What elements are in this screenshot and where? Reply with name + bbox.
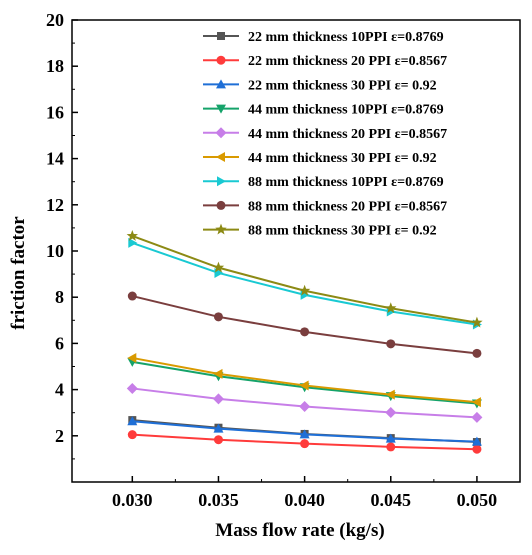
legend-swatch-marker bbox=[216, 55, 226, 65]
data-point bbox=[472, 348, 482, 358]
data-point bbox=[126, 382, 138, 394]
data-point bbox=[385, 406, 397, 418]
data-point bbox=[127, 430, 137, 440]
legend-item: 22 mm thickness 30 PPI ε= 0.92 bbox=[203, 78, 437, 93]
x-tick-label: 0.040 bbox=[284, 490, 325, 510]
data-point bbox=[386, 339, 396, 349]
legend-item: 44 mm thickness 30 PPI ε= 0.92 bbox=[203, 151, 437, 166]
data-point bbox=[471, 411, 483, 423]
legend-label: 44 mm thickness 30 PPI ε= 0.92 bbox=[248, 151, 437, 166]
x-tick-label: 0.030 bbox=[112, 490, 153, 510]
legend-label: 88 mm thickness 10PPI ε=0.8769 bbox=[248, 175, 444, 190]
legend-item: 88 mm thickness 10PPI ε=0.8769 bbox=[203, 175, 444, 190]
legend-label: 22 mm thickness 30 PPI ε= 0.92 bbox=[248, 78, 437, 93]
data-point bbox=[299, 400, 311, 412]
legend-label: 22 mm thickness 20 PPI ε=0.8567 bbox=[248, 54, 447, 69]
legend-swatch-marker bbox=[216, 200, 226, 210]
series-line bbox=[132, 295, 478, 355]
legend-item: 22 mm thickness 10PPI ε=0.8769 bbox=[203, 30, 444, 45]
x-tick-label: 0.035 bbox=[198, 490, 239, 510]
series-5 bbox=[126, 382, 483, 423]
data-point bbox=[298, 284, 311, 296]
data-point bbox=[213, 435, 223, 445]
series-6 bbox=[127, 352, 481, 408]
legend-item: 88 mm thickness 20 PPI ε=0.8567 bbox=[203, 199, 447, 214]
series-7 bbox=[128, 237, 482, 330]
data-point bbox=[127, 416, 138, 426]
legend: 22 mm thickness 10PPI ε=0.8769 22 mm thic… bbox=[203, 30, 447, 239]
legend-swatch-marker bbox=[216, 104, 226, 114]
x-tick-label: 0.045 bbox=[371, 490, 412, 510]
legend-swatch-marker bbox=[216, 79, 226, 89]
data-point bbox=[128, 237, 138, 248]
data-point bbox=[385, 433, 396, 443]
data-point bbox=[126, 229, 139, 241]
data-point bbox=[385, 389, 395, 400]
data-point bbox=[471, 397, 481, 408]
y-tick-label: 4 bbox=[55, 380, 64, 400]
legend-swatch-marker bbox=[216, 152, 225, 162]
data-point bbox=[127, 352, 137, 363]
legend-item: 44 mm thickness 20 PPI ε=0.8567 bbox=[203, 127, 447, 142]
x-tick-label: 0.050 bbox=[457, 490, 498, 510]
legend-item: 88 mm thickness 30 PPI ε= 0.92 bbox=[203, 223, 437, 239]
y-tick-label: 8 bbox=[55, 287, 64, 307]
data-point bbox=[385, 302, 397, 314]
legend-label: 22 mm thickness 10PPI ε=0.8769 bbox=[248, 30, 444, 45]
legend-label: 88 mm thickness 30 PPI ε= 0.92 bbox=[248, 224, 437, 239]
data-point bbox=[471, 316, 483, 328]
legend-swatch-marker bbox=[215, 127, 227, 139]
data-point bbox=[471, 436, 482, 446]
data-point bbox=[299, 429, 310, 439]
y-tick-label: 14 bbox=[46, 149, 64, 169]
legend-swatch-marker bbox=[217, 176, 226, 187]
series-3 bbox=[127, 416, 482, 446]
legend-label: 44 mm thickness 20 PPI ε=0.8567 bbox=[248, 127, 447, 142]
y-tick-label: 20 bbox=[46, 10, 64, 30]
legend-swatch-marker bbox=[215, 223, 227, 235]
data-point bbox=[213, 312, 223, 322]
data-point bbox=[300, 439, 310, 449]
legend-label: 44 mm thickness 10PPI ε=0.8769 bbox=[248, 103, 444, 118]
series-8 bbox=[127, 291, 482, 358]
legend-item: 22 mm thickness 20 PPI ε=0.8567 bbox=[203, 54, 447, 69]
data-point bbox=[299, 380, 309, 391]
data-point bbox=[472, 444, 482, 454]
legend-swatch-marker bbox=[217, 32, 225, 40]
y-tick-label: 2 bbox=[55, 426, 64, 446]
data-point bbox=[213, 423, 224, 433]
legend-label: 88 mm thickness 20 PPI ε=0.8567 bbox=[248, 199, 447, 214]
data-point bbox=[386, 442, 396, 452]
series-line bbox=[131, 235, 478, 324]
data-point bbox=[127, 291, 137, 301]
data-point bbox=[300, 327, 310, 337]
y-axis-title: friction factor bbox=[8, 216, 29, 330]
y-tick-label: 16 bbox=[46, 102, 64, 122]
data-point bbox=[212, 261, 225, 273]
y-tick-label: 12 bbox=[46, 195, 64, 215]
y-tick-label: 10 bbox=[46, 241, 64, 261]
x-axis-title: Mass flow rate (kg/s) bbox=[215, 520, 384, 541]
data-point bbox=[213, 368, 223, 379]
data-point bbox=[212, 393, 224, 405]
y-tick-label: 18 bbox=[46, 56, 64, 76]
series-9 bbox=[126, 229, 483, 328]
series-2 bbox=[127, 430, 482, 454]
y-tick-label: 6 bbox=[55, 333, 64, 353]
legend-item: 44 mm thickness 10PPI ε=0.8769 bbox=[203, 103, 444, 118]
